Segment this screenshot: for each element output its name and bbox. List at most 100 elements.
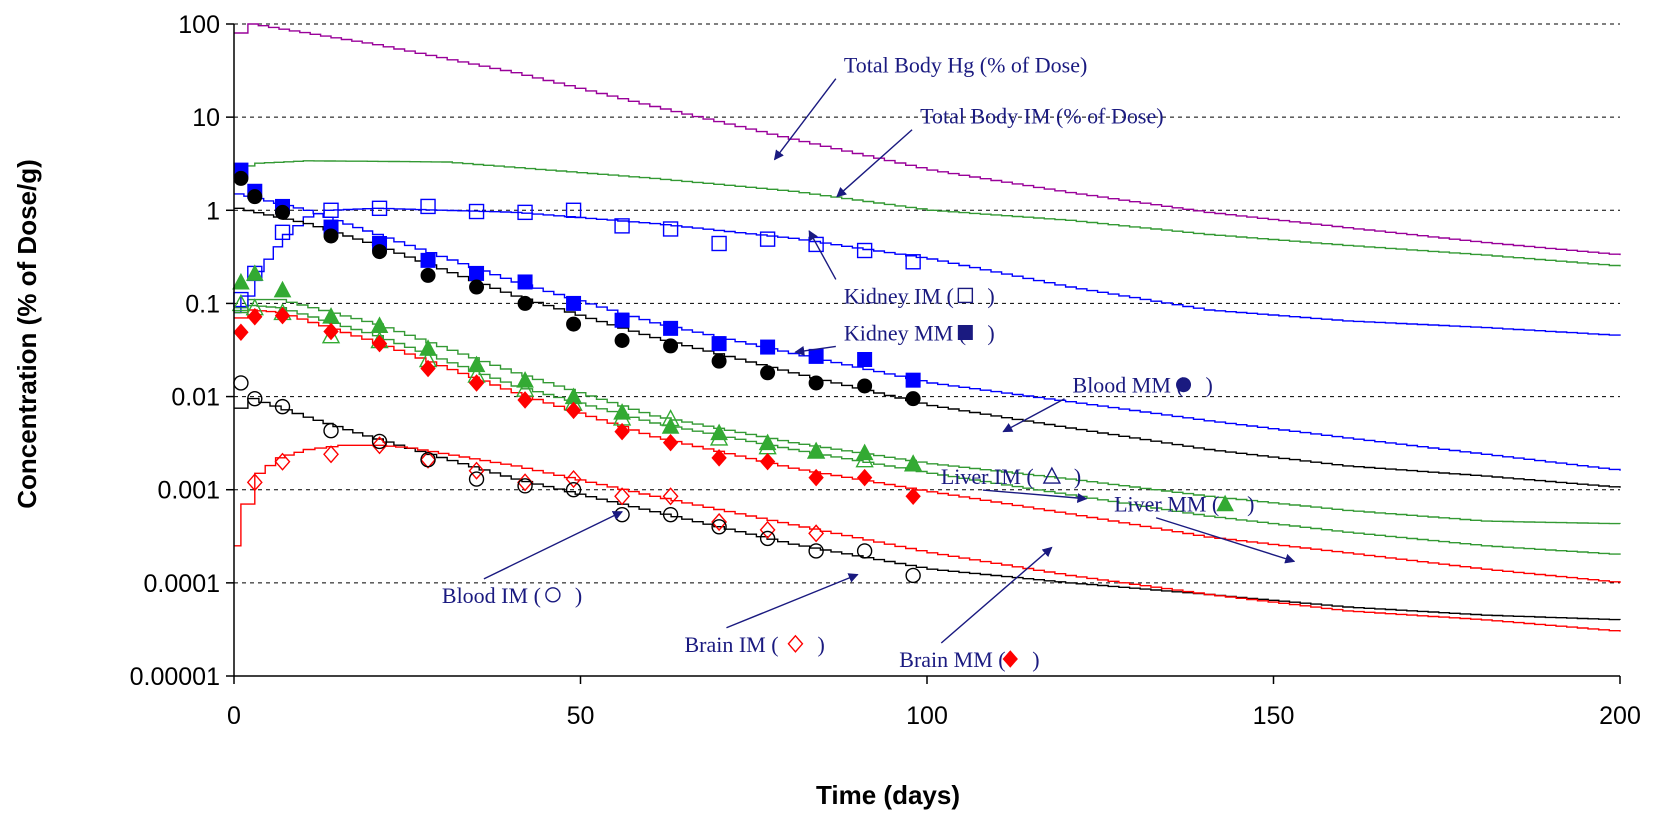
data-point	[545, 587, 561, 603]
data-point	[323, 202, 339, 218]
annotation-label: )	[987, 283, 994, 308]
data-point	[517, 478, 533, 494]
data-point	[787, 634, 804, 653]
annotation-label: )	[1032, 647, 1039, 672]
annotation-arrow	[836, 129, 913, 198]
model-curve	[234, 160, 1621, 267]
data-point	[420, 198, 436, 215]
model-curve	[234, 193, 1621, 471]
data-point	[855, 450, 874, 468]
data-point	[711, 512, 728, 532]
data-point	[662, 433, 679, 452]
data-point	[808, 524, 825, 543]
data-point	[232, 272, 250, 290]
annotation-label: )	[1074, 464, 1081, 489]
data-point	[566, 295, 582, 311]
data-point	[517, 473, 533, 492]
data-point	[905, 372, 921, 388]
data-point	[420, 359, 436, 378]
data-point	[662, 221, 679, 237]
data-point	[759, 452, 776, 471]
data-point	[467, 355, 486, 373]
data-point	[468, 461, 485, 480]
data-point	[759, 520, 776, 539]
data-point	[759, 530, 776, 547]
data-point	[905, 254, 921, 270]
annotation-label: Kidney IM (	[844, 283, 954, 308]
model-curve	[234, 444, 1621, 632]
annotation-label: )	[1247, 492, 1254, 517]
data-point	[662, 487, 679, 506]
annotation-arrow	[773, 78, 837, 161]
data-point	[957, 287, 974, 304]
data-point	[370, 316, 389, 333]
data-point	[371, 436, 388, 455]
x-tick-label: 50	[567, 702, 595, 730]
annotation-label: Brain MM (	[899, 647, 1005, 672]
data-point	[565, 401, 582, 420]
data-point	[246, 473, 263, 492]
data-point	[905, 391, 921, 407]
data-point	[904, 454, 922, 472]
axes: 0.00001 0.0001 0.001 0.01 0.1 1 10 100 0 50 100 150…	[130, 11, 1641, 730]
x-tick-label: 100	[906, 702, 948, 730]
data-point	[275, 204, 291, 220]
data-point	[808, 468, 824, 487]
data-point	[614, 487, 631, 506]
data-point	[661, 409, 680, 427]
data-point	[247, 390, 263, 407]
data-point	[614, 312, 630, 328]
data-point	[808, 543, 824, 559]
data-point	[323, 228, 339, 244]
data-point	[662, 506, 679, 523]
data-point	[808, 375, 824, 391]
data-point	[760, 365, 776, 381]
annotation-label: Liver IM (	[941, 464, 1034, 489]
data-points	[231, 162, 1234, 668]
annotation-label: )	[575, 583, 582, 608]
model-curve	[234, 304, 1621, 555]
data-point	[233, 170, 249, 186]
data-point	[469, 279, 485, 295]
data-point	[233, 375, 249, 391]
model-curve	[234, 23, 1621, 256]
x-axis-title: Time (days)	[816, 780, 960, 810]
annotation-arrow	[940, 546, 1053, 644]
y-tick-label: 0.01	[171, 384, 220, 412]
y-tick-label: 0.0001	[144, 570, 220, 598]
data-point	[468, 471, 485, 487]
y-tick-label: 0.1	[185, 290, 220, 318]
data-point	[663, 320, 679, 336]
data-point	[247, 307, 263, 326]
data-point	[420, 452, 436, 468]
data-point	[711, 449, 727, 467]
model-curve	[234, 397, 1621, 621]
data-point	[711, 336, 727, 352]
x-tick-label: 150	[1253, 702, 1295, 730]
annotation-arrow	[483, 511, 623, 580]
data-point	[857, 352, 873, 368]
data-point	[857, 378, 873, 394]
annotation-label: Liver MM (	[1114, 492, 1219, 517]
data-point	[323, 423, 339, 439]
y-tick-label: 0.001	[157, 477, 220, 505]
data-point	[1002, 650, 1018, 668]
data-point	[323, 322, 339, 341]
data-point	[856, 242, 873, 259]
data-point	[274, 398, 291, 415]
data-point	[856, 468, 873, 487]
data-point	[565, 470, 582, 489]
data-point	[806, 441, 826, 459]
x-tick-label: 200	[1599, 702, 1641, 730]
data-point	[711, 353, 727, 369]
data-point	[371, 334, 388, 353]
annotation-arrow	[808, 230, 837, 280]
annotation-label: Blood MM (	[1073, 373, 1184, 398]
annotations: Total Body Hg (% of Dose) Total Body IM (…	[442, 53, 1296, 672]
annotation-arrow	[794, 345, 836, 356]
data-point	[614, 422, 630, 441]
data-point	[565, 202, 582, 218]
model-curve	[234, 309, 1621, 583]
data-point	[903, 454, 923, 472]
annotation-arrow	[982, 489, 1088, 503]
